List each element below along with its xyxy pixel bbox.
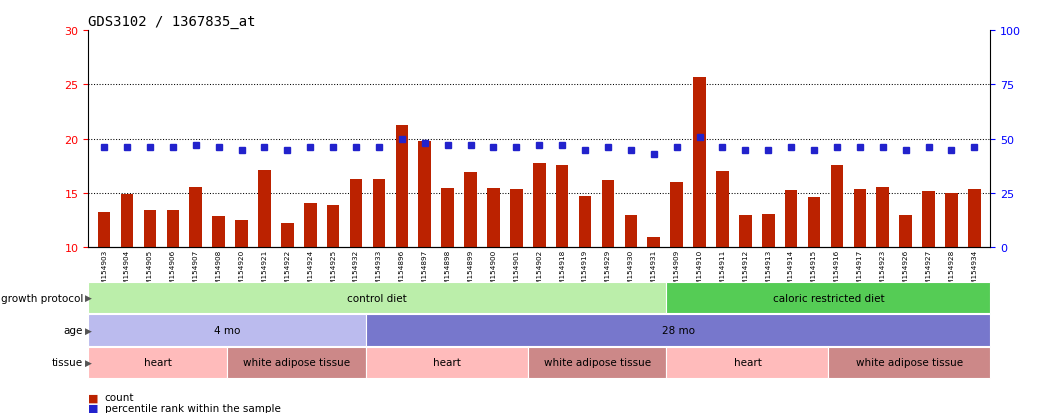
Bar — [717, 172, 729, 248]
Bar — [510, 189, 523, 248]
Bar — [304, 203, 316, 248]
Bar — [213, 216, 225, 248]
Bar — [258, 171, 271, 248]
Bar — [945, 194, 958, 248]
Bar — [556, 165, 568, 248]
Bar — [670, 183, 683, 248]
Text: white adipose tissue: white adipose tissue — [543, 357, 650, 368]
Text: heart: heart — [733, 357, 761, 368]
Bar — [899, 215, 912, 248]
Text: percentile rank within the sample: percentile rank within the sample — [105, 403, 281, 413]
Bar — [831, 165, 843, 248]
Text: heart: heart — [432, 357, 460, 368]
Text: count: count — [105, 392, 134, 402]
Text: white adipose tissue: white adipose tissue — [856, 357, 963, 368]
Bar — [533, 163, 545, 248]
Bar — [739, 215, 752, 248]
Text: ▶: ▶ — [85, 294, 92, 302]
Text: heart: heart — [143, 357, 171, 368]
Bar — [876, 187, 889, 248]
Bar — [327, 206, 339, 248]
Text: ▶: ▶ — [85, 326, 92, 335]
Bar — [372, 180, 386, 248]
Bar — [235, 221, 248, 248]
Text: growth protocol: growth protocol — [1, 293, 83, 303]
Text: caloric restricted diet: caloric restricted diet — [773, 293, 885, 303]
Bar — [167, 211, 179, 248]
Bar — [395, 125, 409, 248]
Text: age: age — [63, 325, 83, 335]
Bar — [762, 214, 775, 248]
Bar — [922, 191, 934, 248]
Text: control diet: control diet — [347, 293, 408, 303]
Bar — [281, 224, 293, 248]
Text: 4 mo: 4 mo — [214, 325, 241, 335]
Bar — [647, 237, 660, 248]
Bar — [419, 142, 431, 248]
Bar — [693, 78, 706, 248]
Text: ▶: ▶ — [85, 358, 92, 367]
Text: tissue: tissue — [52, 357, 83, 368]
Bar — [97, 212, 111, 248]
Bar — [785, 190, 797, 248]
Text: GDS3102 / 1367835_at: GDS3102 / 1367835_at — [88, 14, 256, 28]
Bar — [808, 198, 820, 248]
Bar — [442, 188, 454, 248]
Text: white adipose tissue: white adipose tissue — [243, 357, 349, 368]
Bar — [968, 189, 981, 248]
Bar — [465, 173, 477, 248]
Bar — [579, 197, 591, 248]
Bar — [190, 187, 202, 248]
Bar — [144, 211, 157, 248]
Text: ■: ■ — [88, 392, 99, 402]
Text: 28 mo: 28 mo — [662, 325, 695, 335]
Bar — [601, 180, 614, 248]
Bar — [487, 188, 500, 248]
Bar — [120, 195, 134, 248]
Text: ■: ■ — [88, 403, 99, 413]
Bar — [853, 189, 866, 248]
Bar — [624, 215, 637, 248]
Bar — [349, 180, 362, 248]
